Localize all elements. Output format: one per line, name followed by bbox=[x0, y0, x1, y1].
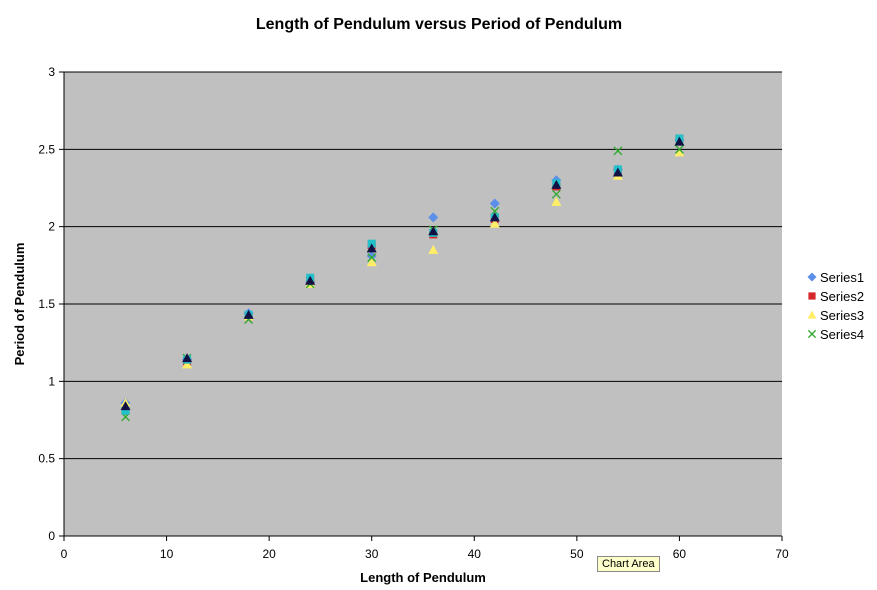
data-point bbox=[551, 179, 562, 189]
data-point bbox=[613, 146, 623, 156]
y-tick-label: 1 bbox=[48, 374, 55, 388]
data-point bbox=[120, 401, 131, 411]
chart-title: Length of Pendulum versus Period of Pend… bbox=[256, 16, 622, 33]
legend-marker bbox=[807, 272, 817, 282]
data-point bbox=[182, 359, 193, 369]
x-tick-label: 20 bbox=[262, 547, 276, 561]
axes bbox=[59, 71, 783, 541]
legend-item: Series2 bbox=[808, 289, 864, 304]
legend-marker bbox=[807, 329, 817, 339]
data-point bbox=[366, 257, 377, 267]
x-tick-label: 70 bbox=[775, 547, 789, 561]
chart-area-tooltip: Chart Area bbox=[597, 556, 660, 572]
legend-item: Series1 bbox=[807, 270, 864, 285]
series-6 bbox=[120, 136, 685, 411]
data-point bbox=[121, 406, 130, 415]
data-points bbox=[120, 134, 685, 422]
data-point bbox=[428, 212, 439, 223]
x-tick-label: 0 bbox=[61, 547, 68, 561]
x-axis-label: Length of Pendulum bbox=[360, 570, 486, 585]
data-point bbox=[489, 218, 500, 228]
y-axis-label: Period of Pendulum bbox=[12, 243, 27, 366]
data-point bbox=[674, 147, 685, 157]
y-tick-label: 2 bbox=[48, 220, 55, 234]
data-point bbox=[366, 243, 377, 253]
data-point bbox=[674, 144, 684, 154]
legend-label: Series2 bbox=[820, 289, 864, 304]
x-tick-label: 40 bbox=[468, 547, 482, 561]
legend-marker bbox=[808, 292, 816, 300]
x-tick-label: 10 bbox=[160, 547, 174, 561]
y-tick-labels: 0 0.5 1 1.5 2 2.5 3 bbox=[38, 65, 55, 543]
legend-item: Series4 bbox=[807, 327, 864, 342]
data-point bbox=[182, 353, 193, 363]
legend-item: Series3 bbox=[807, 308, 864, 323]
data-point bbox=[305, 275, 316, 285]
legend-marker bbox=[807, 310, 817, 319]
data-point bbox=[367, 253, 377, 263]
data-point bbox=[428, 244, 439, 254]
data-point bbox=[243, 309, 254, 319]
y-tick-label: 0.5 bbox=[38, 452, 55, 466]
data-point bbox=[612, 167, 623, 177]
x-tick-label: 30 bbox=[365, 547, 379, 561]
legend-label: Series4 bbox=[820, 327, 864, 342]
legend: Series1 Series2 Series3 Series4 bbox=[807, 270, 864, 342]
y-tick-label: 3 bbox=[48, 65, 55, 79]
legend-label: Series1 bbox=[820, 270, 864, 285]
data-point bbox=[551, 189, 561, 199]
data-point bbox=[489, 212, 500, 222]
y-tick-label: 2.5 bbox=[38, 142, 55, 156]
x-tick-label: 50 bbox=[570, 547, 584, 561]
x-tick-label: 60 bbox=[673, 547, 687, 561]
data-point bbox=[489, 198, 500, 209]
data-point bbox=[428, 226, 439, 236]
y-tick-label: 1.5 bbox=[38, 297, 55, 311]
data-point bbox=[551, 196, 562, 206]
data-point bbox=[674, 136, 685, 146]
data-point bbox=[366, 251, 377, 262]
legend-label: Series3 bbox=[820, 308, 864, 323]
gridlines bbox=[64, 71, 782, 460]
x-tick-labels: 0 10 20 30 40 50 60 70 bbox=[61, 547, 789, 561]
y-tick-label: 0 bbox=[48, 529, 55, 543]
